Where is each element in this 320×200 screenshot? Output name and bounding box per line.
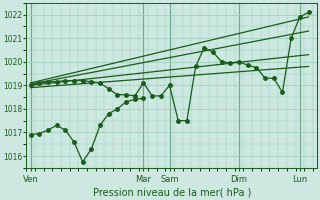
X-axis label: Pression niveau de la mer( hPa ): Pression niveau de la mer( hPa ) xyxy=(92,187,251,197)
